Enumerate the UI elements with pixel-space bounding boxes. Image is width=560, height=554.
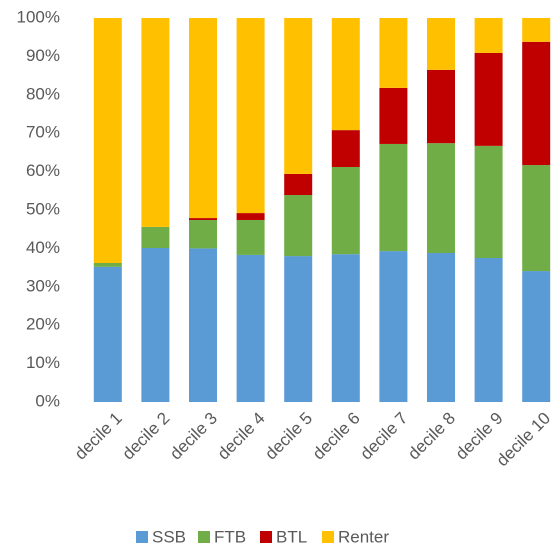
bar-segment	[427, 143, 455, 254]
x-tick-label: decile 7	[357, 409, 412, 464]
bar-segment	[379, 251, 408, 402]
bar-segment	[379, 18, 408, 88]
bar-segment	[379, 87, 408, 144]
y-tick-label: 30%	[26, 276, 60, 295]
x-tick-label: decile 8	[404, 409, 459, 464]
bar-segment	[474, 258, 503, 402]
bar-segment	[236, 254, 265, 402]
legend-label: SSB	[152, 527, 186, 546]
bar-segment	[93, 18, 122, 263]
bar-segment	[141, 248, 170, 402]
bar-segment	[93, 262, 122, 267]
bar-segment	[284, 195, 313, 257]
bar-segment	[284, 173, 313, 196]
legend-label: FTB	[214, 527, 246, 546]
legend-label: BTL	[276, 527, 307, 546]
x-tick-label: decile 6	[309, 409, 364, 464]
y-tick-label: 40%	[26, 238, 60, 257]
bar-segment	[522, 165, 551, 272]
bar-segment	[474, 18, 503, 53]
y-tick-label: 100%	[17, 7, 60, 26]
legend-swatch	[322, 531, 334, 543]
bar-segment	[189, 218, 217, 220]
y-tick-label: 70%	[26, 123, 60, 142]
bar-segment	[522, 18, 551, 42]
bar-segment	[331, 18, 360, 131]
y-tick-label: 0%	[35, 391, 60, 410]
bar-segment	[474, 52, 503, 146]
bar-segment	[284, 256, 313, 402]
bar-segment	[93, 266, 122, 402]
x-tick-label: decile 2	[119, 409, 174, 464]
bar-segment	[331, 166, 360, 255]
legend-swatch	[136, 531, 148, 543]
bar-segment	[379, 143, 408, 252]
bar-segment	[189, 219, 217, 249]
y-tick-label: 80%	[26, 84, 60, 103]
bar-segment	[141, 18, 170, 227]
y-tick-label: 90%	[26, 46, 60, 65]
x-tick-label: decile 1	[71, 409, 126, 464]
bar-segment	[474, 145, 503, 258]
bar-segment	[522, 41, 551, 166]
bar-segment	[236, 219, 265, 255]
legend-label: Renter	[338, 527, 389, 546]
y-tick-label: 60%	[26, 161, 60, 180]
y-tick-label: 50%	[26, 199, 60, 218]
y-tick-label: 10%	[26, 353, 60, 372]
y-tick-label: 20%	[26, 315, 60, 334]
bar-segment	[189, 248, 217, 402]
bar-segment	[427, 18, 455, 70]
bar-segment	[236, 18, 265, 214]
bar-segment	[331, 254, 360, 402]
legend-swatch	[260, 531, 272, 543]
bar-segment	[236, 213, 265, 220]
bar-segment	[427, 253, 455, 402]
bar-segment	[189, 18, 217, 219]
bar-segment	[427, 69, 455, 144]
x-tick-label: decile 4	[214, 409, 269, 464]
bar-segment	[284, 18, 313, 174]
legend-swatch	[198, 531, 210, 543]
bar-segment	[522, 271, 551, 402]
bar-segment	[141, 226, 170, 249]
bar-segment	[331, 130, 360, 167]
x-tick-label: decile 5	[261, 409, 316, 464]
x-tick-label: decile 3	[166, 409, 221, 464]
